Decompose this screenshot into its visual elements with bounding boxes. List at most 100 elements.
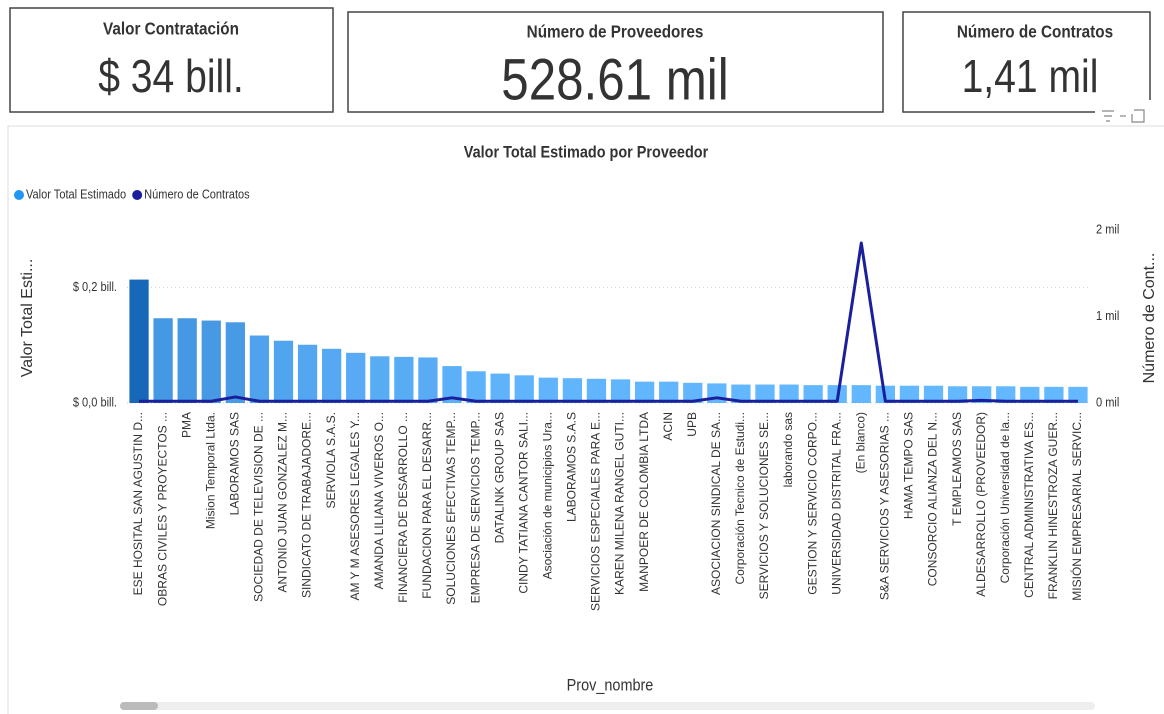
bar (996, 386, 1016, 403)
x-tick-label: AM Y M ASESORES LEGALES Y... (348, 412, 362, 601)
x-tick-label: SERVICIOS ESPECIALES PARA E... (589, 412, 603, 611)
card-title: Número de Contratos (957, 22, 1113, 42)
bar (683, 382, 703, 403)
x-tick-label: HAMA TEMPO SAS (902, 412, 916, 519)
x-tick-label: KAREN MILENA RANGEL GUTI... (613, 412, 627, 595)
bar (273, 340, 294, 403)
bar (442, 366, 462, 403)
bar (225, 322, 245, 403)
x-tick-label: DATALINK GROUP SAS (492, 412, 506, 543)
y2-tick-label: 2 mil (1096, 222, 1119, 237)
x-tick-label: AMANDA LILIANA VIVEROS O... (372, 412, 386, 589)
x-axis-title: Prov_nombre (567, 676, 654, 694)
bar (538, 377, 558, 403)
card-value: 528.61 mil (501, 48, 728, 113)
bar (731, 384, 751, 403)
x-tick-label: FINANCIERA DE DESARROLLO ... (396, 412, 410, 603)
bar (129, 279, 149, 403)
x-tick-label: ALDESARROLLO (PROVEEDOR) (974, 412, 988, 597)
x-tick-label: SERVIOLA S.A.S. (324, 412, 338, 509)
x-tick-label: Mision Temporal Ltda. (203, 412, 217, 529)
line (139, 241, 1078, 403)
y2-tick-label: 1 mil (1096, 308, 1119, 323)
card-title: Valor Contratación (103, 19, 239, 39)
bar (514, 375, 534, 403)
bar (322, 348, 342, 403)
x-tick-label: PMA (179, 412, 193, 438)
bar (1068, 386, 1088, 403)
card-title: Número de Proveedores (527, 22, 704, 42)
chart-panel (7, 125, 1164, 714)
bar (562, 378, 583, 403)
bar (177, 318, 197, 403)
bar (153, 318, 173, 403)
focus-icon[interactable] (1131, 109, 1145, 123)
legend-label: Número de Contratos (144, 187, 249, 202)
card-value: 1,41 mil (962, 51, 1099, 103)
scrollbar[interactable] (120, 702, 1095, 710)
bar (779, 384, 799, 403)
x-tick-label: ESE HOSITAL SAN AGUSTIN D... (131, 412, 145, 595)
legend-marker (132, 190, 143, 200)
y-tick-label: $ 0,0 bill. (73, 395, 117, 410)
filter-icon[interactable] (1102, 110, 1114, 122)
bar (610, 379, 631, 403)
x-tick-label: laborando sas (781, 412, 795, 487)
x-tick-label: OBRAS CIVILES Y PROYECTOS ... (155, 412, 169, 606)
bar (634, 381, 655, 403)
x-tick-label: FUNDACION PARA EL DESARR... (420, 412, 434, 599)
x-tick-label: FRANKLIN HINESTROZA GUER... (1046, 412, 1060, 599)
bar (249, 335, 270, 403)
x-tick-label: MANPOER DE COLOMBIA LTDA (637, 412, 651, 592)
x-tick-label: UNIVERSIDAD DISTRITAL FRA... (829, 412, 843, 595)
x-tick-label: S&A SERVICIOS Y ASESORIAS ... (878, 412, 892, 600)
x-tick-label: CONSORCIO ALIANZA DEL N... (926, 412, 940, 586)
y2-tick-label: 0 mil (1096, 395, 1119, 410)
bar (586, 378, 607, 403)
bar (659, 381, 679, 403)
x-tick-label: Asociación de municipios Ura... (540, 412, 554, 579)
card (9, 7, 334, 113)
bar (923, 385, 944, 403)
scrollbar-thumb[interactable] (120, 702, 158, 710)
bar (947, 386, 968, 403)
x-tick-label: UPB (685, 412, 699, 437)
legend-label: Valor Total Estimado (26, 187, 126, 202)
bar (1020, 386, 1040, 403)
x-tick-label: EMPRESA DE SERVICIOS TEMP... (468, 412, 482, 603)
x-tick-label: LABORAMOS S.A.S (565, 412, 579, 522)
x-tick-label: LABORAMOS SAS (228, 412, 242, 515)
bar (394, 356, 414, 403)
x-tick-label: Corporación Tecnico de Estudi... (733, 412, 747, 585)
card (902, 11, 1151, 113)
x-tick-label: ACIN (661, 412, 675, 441)
bar (755, 384, 775, 403)
bar (972, 386, 992, 403)
bar (466, 371, 486, 403)
x-tick-label: CENTRAL ADMINISTRATIVA ES... (1022, 412, 1036, 598)
x-tick-label: SOLUCIONES EFECTIVAS TEMP... (444, 412, 458, 605)
y-axis-title: Valor Total Esti... (19, 259, 36, 378)
y2-axis-title: Número de Cont... (1141, 253, 1158, 384)
bar (201, 320, 221, 403)
bar (346, 352, 366, 403)
card-value: $ 34 bill. (98, 51, 244, 103)
x-tick-label: SERVICIOS Y SOLUCIONES SE... (757, 412, 771, 599)
bar (490, 373, 510, 403)
x-tick-label: ANTONIO JUAN GONZALEZ M... (276, 412, 290, 592)
bar (418, 357, 438, 403)
x-tick-label: (En blanco) (853, 412, 867, 473)
x-tick-label: CINDY TATIANA CANTOR SALI... (516, 412, 530, 594)
x-tick-label: Corporación Universidad de la... (998, 412, 1012, 583)
x-tick-label: MISIÓN EMPRESARIAL SERVIC... (1069, 412, 1084, 601)
y-tick-label: $ 0,2 bill. (73, 279, 117, 294)
x-tick-label: ASOCIACION SINDICAL DE SA... (709, 412, 723, 595)
chart-title: Valor Total Estimado por Proveedor (464, 143, 708, 161)
x-tick-label: GESTION Y SERVICIO CORPO... (805, 412, 819, 595)
x-tick-label: SINDICATO DE TRABAJADORE... (300, 412, 314, 598)
bar (899, 385, 920, 403)
bar (370, 356, 390, 403)
legend-marker (14, 190, 24, 200)
bar (1044, 386, 1064, 403)
